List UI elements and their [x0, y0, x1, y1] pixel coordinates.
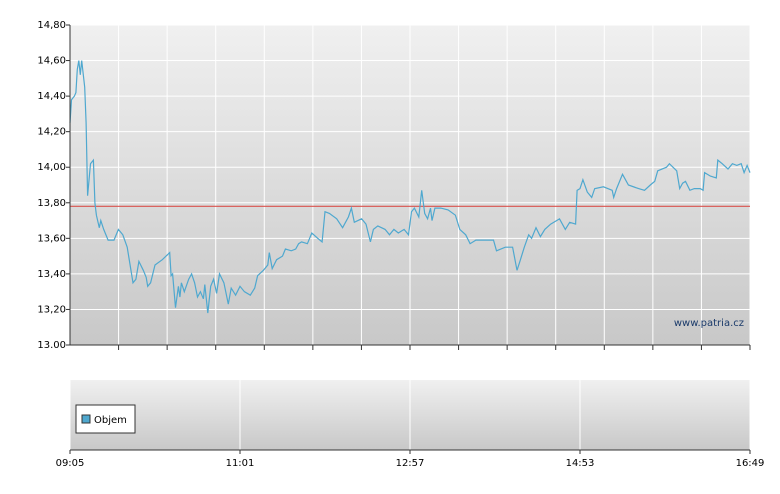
y-tick-label: 14,20	[37, 127, 66, 138]
x-tick-label: 09:05	[56, 458, 85, 469]
y-tick-label: 14,60	[37, 56, 66, 67]
y-tick-label: 13.00	[37, 340, 66, 351]
watermark: www.patria.cz	[674, 318, 744, 329]
y-tick-label: 14,80	[37, 20, 66, 31]
x-tick-label: 11:01	[226, 458, 255, 469]
grid	[66, 24, 751, 454]
y-tick-label: 13,40	[37, 269, 66, 280]
y-tick-label: 13,60	[37, 233, 66, 244]
y-tick-label: 14,00	[37, 162, 66, 173]
price-line	[69, 60, 751, 314]
legend-label: Objem	[94, 415, 127, 426]
x-tick-label: 12:57	[396, 458, 425, 469]
y-tick-label: 13,80	[37, 198, 66, 209]
y-tick-label: 13,20	[37, 304, 66, 315]
marks	[69, 60, 751, 314]
y-tick-label: 14,40	[37, 91, 66, 102]
x-tick-label: 16:49	[736, 458, 765, 469]
x-tick-label: 14:53	[566, 458, 595, 469]
legend-swatch	[81, 414, 91, 424]
